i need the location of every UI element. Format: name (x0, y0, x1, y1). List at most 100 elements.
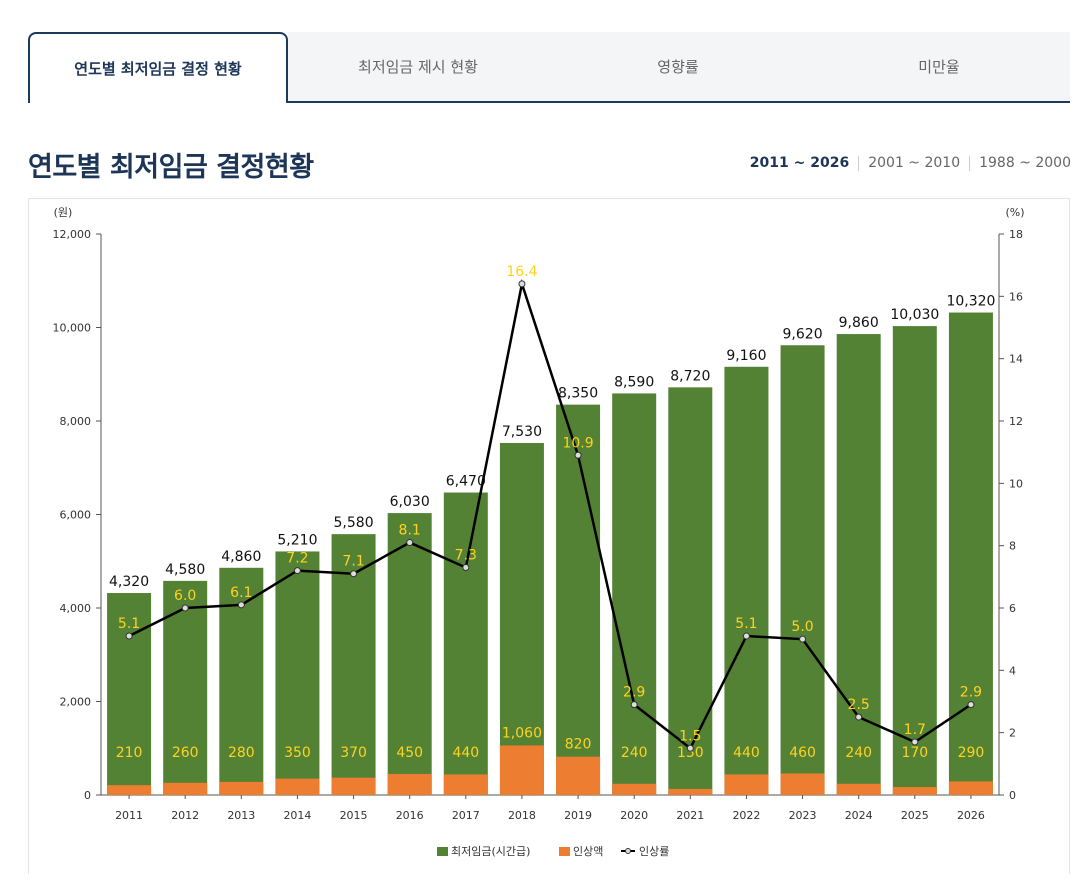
legend-increase-swatch (559, 847, 570, 856)
right-tick-label: 10 (1009, 477, 1023, 490)
range-2011-2026[interactable]: 2011 ~ 2026 (749, 155, 850, 171)
wage-bar (556, 404, 601, 795)
increase-data-label: 260 (172, 745, 199, 761)
right-tick-label: 0 (1009, 789, 1016, 802)
left-tick-label: 10,000 (53, 322, 92, 335)
rate-data-label: 2.9 (960, 685, 982, 701)
increase-data-label: 440 (452, 745, 479, 761)
left-tick-label: 8,000 (60, 415, 92, 428)
rate-point (855, 713, 863, 721)
rate-point (630, 701, 638, 709)
legend-wage-label: 최저임금(시간급) (451, 845, 530, 858)
rate-data-label: 5.0 (791, 619, 813, 635)
rate-data-label: 5.1 (735, 616, 757, 632)
right-tick-label: 6 (1009, 602, 1016, 615)
increase-data-label: 350 (284, 745, 311, 761)
increase-data-label: 280 (228, 745, 255, 761)
increase-bar (948, 781, 993, 795)
x-tick-label: 2015 (340, 809, 368, 822)
rate-point (686, 744, 694, 752)
rate-data-label: 7.1 (342, 554, 364, 570)
left-tick-label: 6,000 (60, 509, 92, 522)
wage-bar (780, 345, 825, 795)
x-tick-label: 2011 (115, 809, 143, 822)
left-tick-label: 12,000 (53, 228, 92, 241)
x-tick-label: 2022 (732, 809, 760, 822)
right-tick-label: 12 (1009, 415, 1023, 428)
legend-rate-marker (625, 848, 631, 854)
x-tick-label: 2016 (396, 809, 424, 822)
tab-annual-decision[interactable]: 연도별 최저임금 결정 현황 (28, 32, 288, 103)
tab-below-rate[interactable]: 미만율 (808, 32, 1070, 101)
increase-bar (780, 773, 825, 795)
increase-bar (443, 774, 488, 795)
x-tick-label: 2025 (901, 809, 929, 822)
wage-data-label: 10,320 (946, 294, 995, 310)
rate-data-label: 8.1 (399, 523, 421, 539)
wage-data-label: 8,350 (558, 386, 598, 402)
wage-data-label: 6,030 (390, 494, 430, 510)
increase-data-label: 460 (789, 745, 816, 761)
right-tick-label: 4 (1009, 664, 1016, 677)
right-tick-label: 14 (1009, 353, 1023, 366)
legend-rate-label: 인상률 (639, 845, 669, 858)
increase-data-label: 450 (396, 745, 423, 761)
right-tick-label: 18 (1009, 228, 1023, 241)
increase-data-label: 170 (901, 745, 928, 761)
increase-data-label: 130 (677, 745, 704, 761)
wage-bar (836, 334, 881, 795)
wage-bar (724, 366, 769, 795)
wage-data-label: 9,620 (783, 326, 823, 342)
rate-data-label: 6.1 (230, 585, 252, 601)
increase-bar (219, 781, 264, 795)
rate-point (293, 567, 301, 575)
wage-bar (499, 442, 544, 795)
x-tick-label: 2017 (452, 809, 480, 822)
rate-point (406, 539, 414, 547)
wage-bar (443, 492, 488, 795)
wage-bar (107, 593, 152, 795)
wage-data-label: 10,030 (890, 307, 939, 323)
x-tick-label: 2021 (676, 809, 704, 822)
rate-data-label: 2.9 (623, 685, 645, 701)
rate-line (128, 278, 972, 751)
wage-data-label: 5,210 (277, 532, 317, 548)
right-tick-label: 8 (1009, 540, 1016, 553)
wage-bar (892, 326, 937, 795)
rate-point (462, 563, 470, 571)
rate-data-label: 5.1 (118, 616, 140, 632)
rate-data-label: 16.4 (506, 264, 537, 280)
rate-point (911, 738, 919, 746)
tab-impact-rate[interactable]: 영향률 (548, 32, 808, 101)
x-tick-label: 2023 (789, 809, 817, 822)
left-tick-label: 2,000 (60, 696, 92, 709)
wage-data-label: 9,860 (839, 315, 879, 331)
range-1988-2000[interactable]: 1988 ~ 2000 (979, 155, 1071, 171)
rate-point (742, 632, 750, 640)
x-tick-label: 2020 (620, 809, 648, 822)
increase-data-label: 210 (116, 745, 143, 761)
rate-data-label: 7.3 (455, 547, 477, 563)
x-tick-label: 2024 (845, 809, 873, 822)
wage-data-label: 9,160 (726, 348, 766, 364)
wage-bar (387, 513, 432, 795)
wage-data-label: 4,320 (109, 574, 149, 590)
rate-point (518, 280, 526, 288)
wage-bar (612, 393, 657, 795)
increase-bar (612, 783, 657, 795)
rate-point (967, 701, 975, 709)
increase-data-label: 370 (340, 745, 367, 761)
wage-bar (331, 534, 376, 795)
x-tick-label: 2019 (564, 809, 592, 822)
wage-data-label: 7,530 (502, 424, 542, 440)
range-2001-2010[interactable]: 2001 ~ 2010 (868, 155, 961, 171)
increase-data-label: 440 (733, 745, 760, 761)
rate-data-label: 6.0 (174, 588, 196, 604)
wage-data-label: 6,470 (446, 474, 486, 490)
increase-bar (499, 745, 544, 795)
year-range-selector: 2011 ~ 2026 2001 ~ 2010 1988 ~ 2000 (750, 155, 1071, 171)
tab-proposal-status[interactable]: 최저임금 제시 현황 (288, 32, 548, 101)
increase-bar (556, 756, 601, 795)
rate-point (574, 451, 582, 459)
wage-data-label: 5,580 (334, 515, 374, 531)
